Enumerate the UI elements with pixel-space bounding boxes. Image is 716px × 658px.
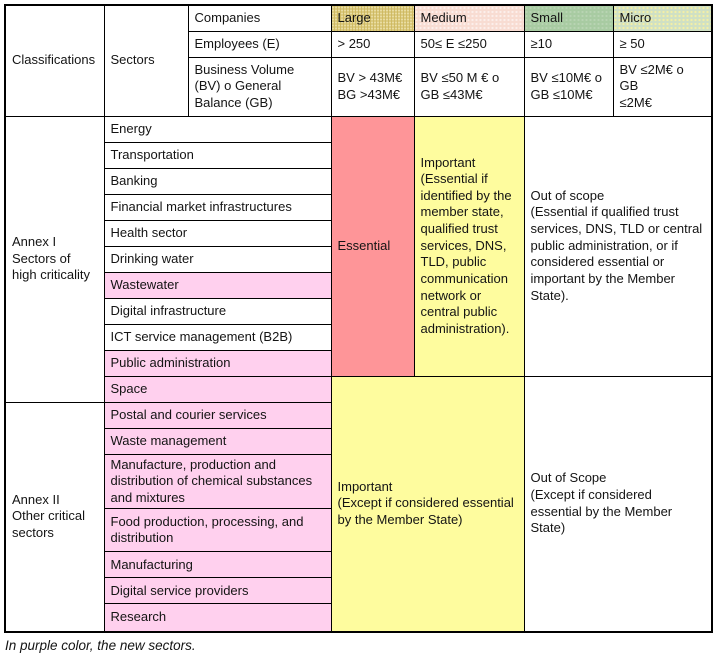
annex1-important-cell: Important (Essential if identified by th… — [413, 115, 525, 377]
footnote: In purple color, the new sectors. — [5, 637, 196, 653]
sector-cell-transportation: Transportation — [103, 141, 332, 169]
header-row-companies: Classifications Sectors Companies Large … — [4, 4, 713, 117]
sector-cell-digital-service-providers: Digital service providers — [103, 577, 332, 605]
annex2-label-cell: Annex II Other critical sectors — [4, 401, 105, 633]
sector-cell-banking: Banking — [103, 167, 332, 195]
sector-cell-manufacturing: Manufacturing — [103, 551, 332, 579]
sectors-header-cell: Sectors — [103, 4, 189, 117]
sector-cell-drinking-water: Drinking water — [103, 245, 332, 273]
annex1-row-space: Space Important (Except if considered es… — [5, 375, 713, 633]
header-row-business-volume: Business Volume (BV) o General Balance (… — [5, 56, 713, 117]
sector-cell-chemical-substances: Manufacture, production and distribution… — [103, 453, 332, 510]
annex1-row-digital-infrastructure: Digital infrastructure — [5, 297, 712, 325]
sector-cell-research: Research — [103, 603, 332, 633]
annex1-row-banking: Banking — [5, 167, 712, 195]
annex1-row-energy: Annex I Sectors of high criticality Ener… — [4, 115, 713, 403]
annex2-row-waste-management: Waste management — [5, 427, 712, 455]
sector-cell-financial-market-infrastructures: Financial market infrastructures — [103, 193, 332, 221]
classifications-header-cell: Classifications — [4, 4, 105, 117]
annex2-row-research: Research — [5, 603, 712, 633]
annex1-row-wastewater: Wastewater — [5, 271, 712, 299]
annex2-row-postal-and-courier-services: Annex II Other critical sectors Postal a… — [4, 401, 712, 633]
annex1-row-health-sector: Health sector — [5, 219, 712, 247]
annex1-row-drinking-water: Drinking water — [5, 245, 712, 273]
sector-cell-health-sector: Health sector — [103, 219, 332, 247]
employees-small-cell: ≥10 — [523, 30, 614, 58]
business-volume-label-cell: Business Volume (BV) o General Balance (… — [187, 56, 332, 117]
annex2-row-manufacturing: Manufacturing — [5, 551, 712, 579]
company-size-header-large: Large — [330, 4, 415, 32]
business-volume-small-cell: BV ≤10M€ o GB ≤10M€ — [523, 56, 614, 117]
employees-medium-cell: 50≤ E ≤250 — [413, 30, 525, 58]
business-volume-micro-cell: BV ≤2M€ o GB ≤2M€ — [612, 56, 713, 117]
sector-cell-postal-and-courier-services: Postal and courier services — [103, 401, 332, 429]
annex2-out-of-scope-cell: Out of Scope (Except if considered essen… — [523, 375, 713, 633]
annex1-label-cell: Annex I Sectors of high criticality — [4, 115, 105, 403]
company-size-header-small: Small — [523, 4, 614, 32]
annex1-essential-cell: Essential — [330, 115, 415, 377]
annex1-row-transportation: Transportation — [5, 141, 712, 169]
business-volume-medium-cell: BV ≤50 M € o GB ≤43M€ — [413, 56, 525, 117]
annex2-important-cell: Important (Except if considered essentia… — [330, 375, 525, 633]
annex2-row-chemical-substances: Manufacture, production and distribution… — [5, 453, 712, 510]
sector-cell-public-administration: Public administration — [103, 349, 332, 377]
sector-cell-ict-service-management: ICT service management (B2B) — [103, 323, 332, 351]
company-size-header-micro: Micro — [612, 4, 713, 32]
company-size-header-medium: Medium — [413, 4, 525, 32]
annex2-row-food-production: Food production, processing, and distrib… — [5, 508, 712, 553]
business-volume-large-cell: BV > 43M€ BG >43M€ — [330, 56, 415, 117]
employees-label-cell: Employees (E) — [187, 30, 332, 58]
annex2-row-digital-service-providers: Digital service providers — [5, 577, 712, 605]
sector-cell-waste-management: Waste management — [103, 427, 332, 455]
sector-cell-energy: Energy — [103, 115, 332, 143]
nis2-classification-table: Classifications Sectors Companies Large … — [4, 4, 713, 633]
sector-cell-digital-infrastructure: Digital infrastructure — [103, 297, 332, 325]
annex1-out-of-scope-cell: Out of scope (Essential if qualified tru… — [523, 115, 713, 377]
sector-cell-space: Space — [103, 375, 332, 403]
sector-cell-wastewater: Wastewater — [103, 271, 332, 299]
companies-label-cell: Companies — [187, 4, 332, 32]
annex1-row-ict-service-management: ICT service management (B2B) — [5, 323, 712, 351]
employees-large-cell: > 250 — [330, 30, 415, 58]
sector-cell-food-production: Food production, processing, and distrib… — [103, 508, 332, 553]
employees-micro-cell: ≥ 50 — [612, 30, 713, 58]
annex1-row-financial-market-infrastructures: Financial market infrastructures — [5, 193, 712, 221]
